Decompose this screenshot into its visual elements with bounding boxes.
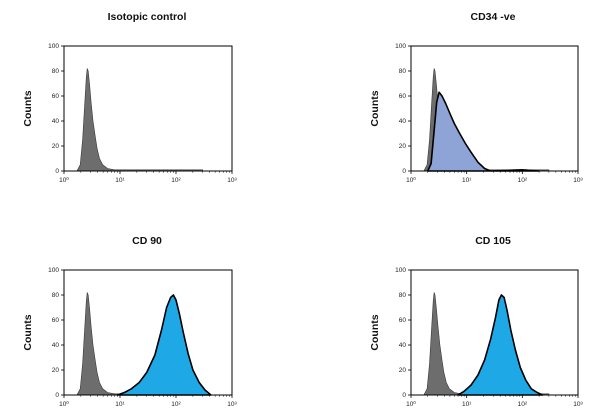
y-tick-label: 80 bbox=[399, 68, 407, 75]
x-tick-label: 10⁰ bbox=[406, 176, 416, 184]
y-tick-label: 20 bbox=[52, 367, 60, 374]
y-axis-label: Counts bbox=[369, 90, 381, 126]
panel-title: CD 90 bbox=[132, 235, 162, 247]
y-tick-label: 0 bbox=[402, 168, 406, 175]
y-tick-label: 40 bbox=[52, 118, 60, 125]
y-tick-label: 20 bbox=[399, 367, 407, 374]
x-tick-label: 10⁰ bbox=[406, 400, 416, 408]
panel-title: Isotopic control bbox=[108, 11, 187, 23]
y-axis-label: Counts bbox=[22, 314, 34, 350]
y-tick-label: 80 bbox=[52, 68, 60, 75]
x-tick-label: 10¹ bbox=[462, 177, 472, 184]
x-tick-label: 10¹ bbox=[115, 401, 125, 408]
x-tick-label: 10² bbox=[518, 177, 528, 184]
panel-title: CD 105 bbox=[475, 235, 511, 247]
y-tick-label: 100 bbox=[48, 43, 59, 50]
x-tick-label: 10³ bbox=[573, 177, 583, 184]
y-tick-label: 40 bbox=[399, 118, 407, 125]
marker-histogram bbox=[427, 91, 540, 172]
histogram-panel-3: CD 90 Counts 0 20 40 60 80 100 10⁰ 10¹ 10² 10³ bbox=[22, 235, 238, 408]
x-tick-label: 10³ bbox=[227, 401, 237, 408]
y-axis-label: Counts bbox=[369, 314, 381, 350]
x-tick-label: 10¹ bbox=[115, 177, 125, 184]
plot-frame bbox=[410, 45, 579, 172]
x-tick-label: 10⁰ bbox=[59, 400, 69, 408]
y-tick-label: 60 bbox=[52, 317, 60, 324]
y-tick-label: 0 bbox=[402, 392, 406, 399]
histogram-panel-1: Isotopic control Counts 0 20 40 60 80 100 10⁰ 10¹… bbox=[22, 11, 238, 184]
y-tick-label: 100 bbox=[395, 43, 406, 50]
y-tick-label: 100 bbox=[48, 267, 59, 274]
x-tick-label: 10³ bbox=[573, 401, 583, 408]
histogram-panel-4: CD 105 Counts 0 20 40 60 80 100 10⁰ 10¹ 10² 10³ bbox=[369, 235, 584, 408]
y-tick-label: 80 bbox=[399, 292, 407, 299]
y-tick-label: 20 bbox=[399, 143, 407, 150]
x-tick-label: 10² bbox=[518, 401, 528, 408]
histogram-panel-2: CD34 -ve Counts 0 20 40 60 80 100 10⁰ 10¹ 10² 10³ bbox=[369, 11, 584, 184]
marker-histogram bbox=[116, 294, 212, 396]
plot-frame bbox=[63, 269, 233, 396]
marker-histogram bbox=[457, 294, 544, 396]
y-tick-label: 40 bbox=[399, 342, 407, 349]
plot-frame bbox=[63, 45, 233, 172]
y-tick-label: 100 bbox=[395, 267, 406, 274]
x-tick-label: 10² bbox=[171, 401, 181, 408]
y-tick-label: 80 bbox=[52, 292, 60, 299]
plot-frame bbox=[410, 269, 579, 396]
control-histogram bbox=[76, 68, 203, 172]
y-tick-label: 60 bbox=[399, 93, 407, 100]
y-axis-label: Counts bbox=[22, 90, 34, 126]
x-tick-label: 10¹ bbox=[462, 401, 472, 408]
x-tick-label: 10⁰ bbox=[59, 176, 69, 184]
y-tick-label: 60 bbox=[399, 317, 407, 324]
x-tick-label: 10³ bbox=[227, 177, 237, 184]
y-tick-label: 0 bbox=[55, 168, 59, 175]
y-tick-label: 20 bbox=[52, 143, 60, 150]
y-tick-label: 60 bbox=[52, 93, 60, 100]
y-tick-label: 40 bbox=[52, 342, 60, 349]
panel-title: CD34 -ve bbox=[471, 11, 516, 23]
y-tick-label: 0 bbox=[55, 392, 59, 399]
x-tick-label: 10² bbox=[171, 177, 181, 184]
